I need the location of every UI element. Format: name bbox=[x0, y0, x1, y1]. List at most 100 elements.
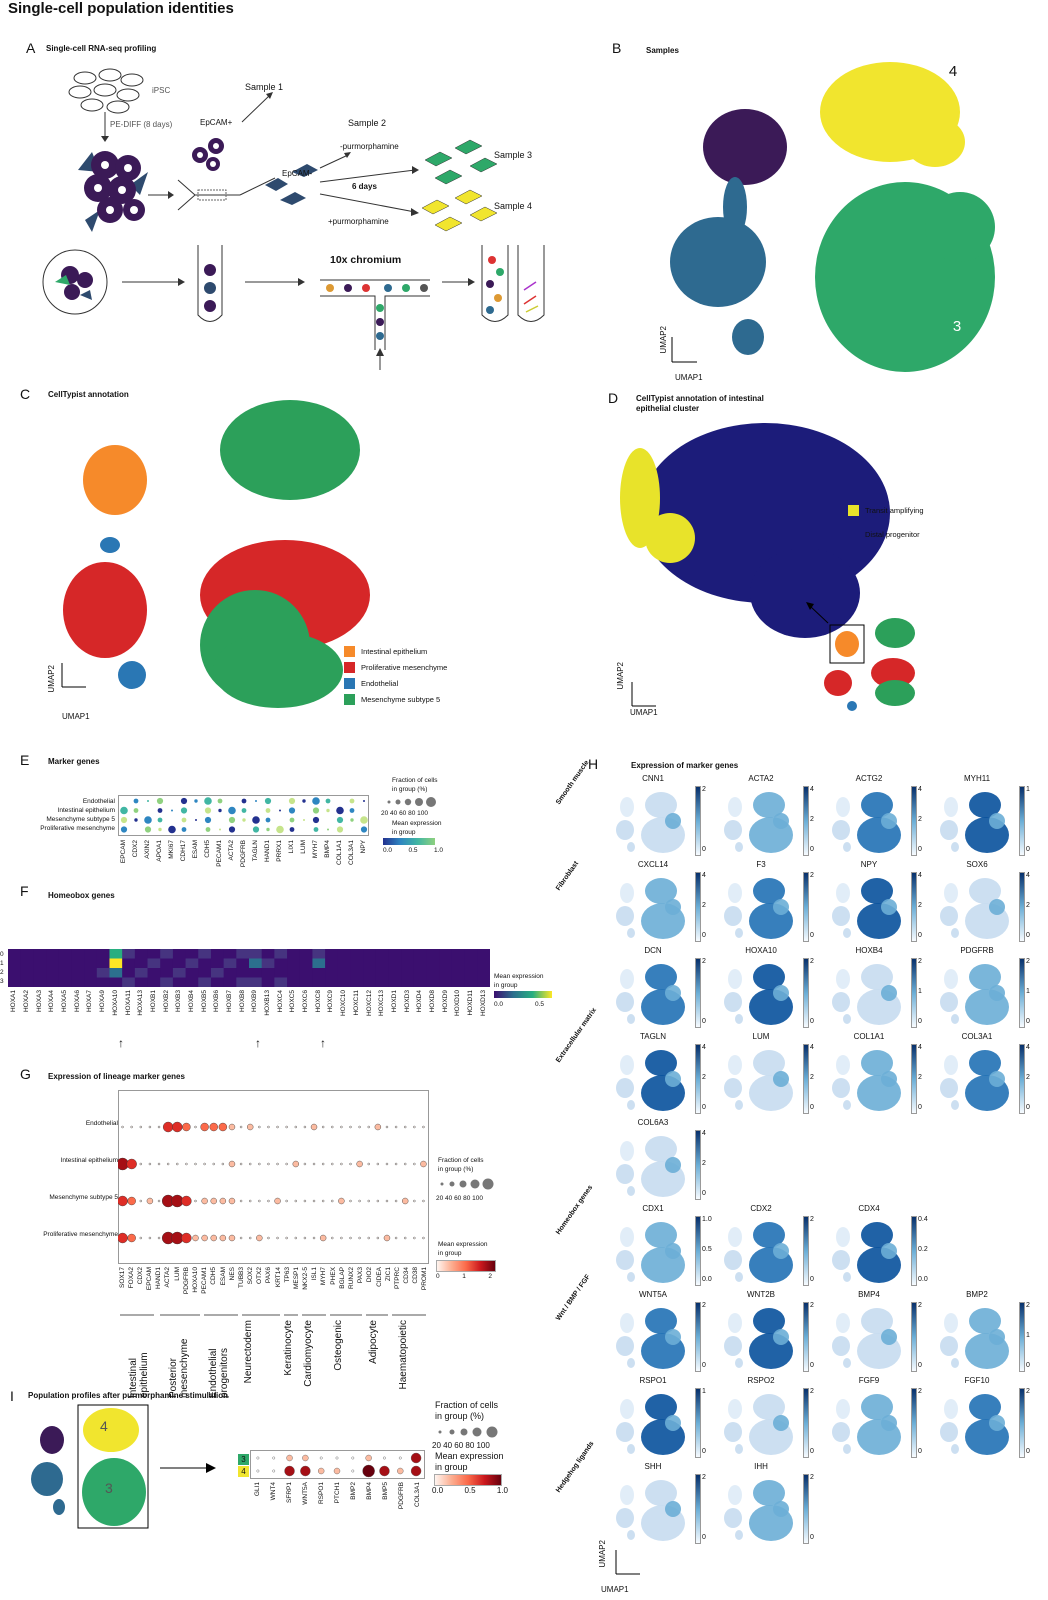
colorbar-tick: 2 bbox=[1026, 1388, 1030, 1395]
cluster-blob bbox=[724, 992, 742, 1012]
dot bbox=[200, 1122, 209, 1132]
heat-cell bbox=[236, 968, 250, 978]
panel-i-title: Population profiles after purmorphamine … bbox=[28, 1391, 229, 1400]
dot bbox=[397, 1467, 404, 1475]
dot bbox=[349, 1162, 352, 1166]
heat-cell bbox=[134, 949, 149, 959]
panel-e-frac-ticks: 20 40 60 80 100 bbox=[381, 810, 428, 817]
dot bbox=[376, 1162, 380, 1166]
dot bbox=[367, 1236, 370, 1240]
gene-label: HOXB3 bbox=[175, 990, 183, 1013]
heat-cell bbox=[122, 958, 136, 968]
heat-cell bbox=[58, 968, 72, 978]
panel-e-mean-legend: Mean expression in group bbox=[392, 819, 442, 837]
heat-cell bbox=[109, 977, 123, 987]
gene-label: HOXC6 bbox=[302, 990, 310, 1013]
heat-cell bbox=[363, 977, 377, 987]
colorbar-tick: 2 bbox=[918, 958, 922, 965]
dot bbox=[422, 1125, 425, 1129]
dot bbox=[340, 1125, 343, 1129]
dot bbox=[285, 1199, 288, 1203]
cluster-blob bbox=[735, 1014, 743, 1024]
colorbar-tick: 4 bbox=[1026, 1044, 1030, 1051]
cluster-blob bbox=[665, 899, 681, 915]
heat-cell bbox=[185, 977, 199, 987]
panel-b-umap1: UMAP1 bbox=[675, 373, 703, 382]
panel-d-legend: Transit amplifying Distal progenitor bbox=[848, 494, 924, 542]
dot bbox=[376, 1199, 380, 1203]
arrow-hoxc8: ↑ bbox=[320, 1036, 326, 1050]
colorbar-tick: 0 bbox=[810, 1362, 814, 1369]
category-label: Fibroblast bbox=[555, 860, 581, 893]
cluster-blob bbox=[989, 1071, 1005, 1087]
dot bbox=[264, 797, 272, 805]
dot bbox=[228, 806, 236, 815]
colorbar bbox=[695, 1130, 701, 1200]
dot bbox=[404, 1162, 407, 1166]
dot bbox=[302, 799, 306, 803]
dot bbox=[363, 800, 365, 802]
heat-cell bbox=[147, 977, 161, 987]
panel-i-frac-dots bbox=[438, 1426, 498, 1438]
feature-umap bbox=[832, 964, 901, 1025]
gene-label: HOXB1 bbox=[149, 990, 157, 1013]
colorbar-tick: 0 bbox=[918, 1362, 922, 1369]
heat-cell bbox=[122, 977, 136, 987]
colorbar-tick: 2 bbox=[810, 1074, 814, 1081]
heat-cell bbox=[172, 977, 187, 987]
gene-label: HOXD9 bbox=[441, 990, 449, 1013]
heat-cell bbox=[160, 977, 174, 987]
gene-label: ESAM bbox=[192, 840, 199, 859]
cluster-blob bbox=[832, 820, 850, 840]
heat-cell bbox=[160, 949, 174, 959]
panel-i-badge-4: 4 bbox=[100, 1418, 108, 1434]
colorbar-tick: 1 bbox=[702, 1388, 706, 1395]
dot bbox=[358, 1125, 361, 1129]
colorbar-tick: 2 bbox=[918, 816, 922, 823]
colorbar bbox=[695, 1474, 701, 1544]
cluster-blob bbox=[620, 1313, 634, 1333]
gene-title: COL1A1 bbox=[853, 1032, 885, 1041]
cluster-blob bbox=[620, 797, 634, 817]
heat-cell bbox=[185, 968, 199, 978]
cluster-blob bbox=[753, 1394, 785, 1420]
cluster-blob bbox=[773, 1243, 789, 1259]
dot bbox=[157, 1162, 161, 1166]
dot bbox=[404, 1125, 407, 1129]
cluster-blob bbox=[620, 1055, 634, 1075]
gene-label: BMP5 bbox=[382, 1482, 389, 1500]
feature-umap bbox=[616, 878, 685, 939]
dot bbox=[321, 1125, 325, 1129]
panel-e-colorbar bbox=[383, 838, 435, 845]
dot bbox=[176, 1162, 179, 1166]
heat-cell bbox=[337, 977, 351, 987]
cluster-blob bbox=[627, 1358, 635, 1368]
row-label: Endothelial bbox=[82, 798, 115, 805]
panel-e-title: Marker genes bbox=[48, 757, 100, 766]
label-sample-2: Sample 2 bbox=[348, 118, 387, 128]
cluster-blob bbox=[627, 1530, 635, 1540]
gene-label: HOXC12 bbox=[365, 990, 373, 1017]
cluster-blob bbox=[735, 1530, 743, 1540]
colorbar bbox=[911, 872, 917, 942]
colorbar-tick: 2 bbox=[918, 902, 922, 909]
heat-cell bbox=[439, 958, 453, 968]
row-label: Proliferative mesenchyme bbox=[43, 1231, 118, 1238]
cluster-blob bbox=[753, 878, 785, 904]
dot bbox=[181, 1232, 192, 1244]
panel-e-dotplot bbox=[118, 795, 369, 836]
category-label: Wnt / BMP / FGF bbox=[555, 1273, 592, 1323]
gene-title: F3 bbox=[756, 860, 766, 869]
gene-label: PRRX1 bbox=[276, 840, 283, 862]
cluster-blob bbox=[944, 797, 958, 817]
colorbar-tick: 2 bbox=[702, 1474, 706, 1481]
heat-cell bbox=[363, 949, 377, 959]
dot bbox=[310, 1123, 318, 1131]
cluster-blob bbox=[969, 878, 1001, 904]
label-pe-diff: PE-DIFF (8 days) bbox=[110, 120, 173, 129]
dot bbox=[360, 826, 368, 833]
colorbar-tick: 2 bbox=[1026, 958, 1030, 965]
gene-label: COL3A1 bbox=[348, 840, 355, 865]
dot bbox=[274, 1197, 281, 1205]
panel-a-title: Single-cell RNA-seq profiling bbox=[46, 44, 157, 53]
